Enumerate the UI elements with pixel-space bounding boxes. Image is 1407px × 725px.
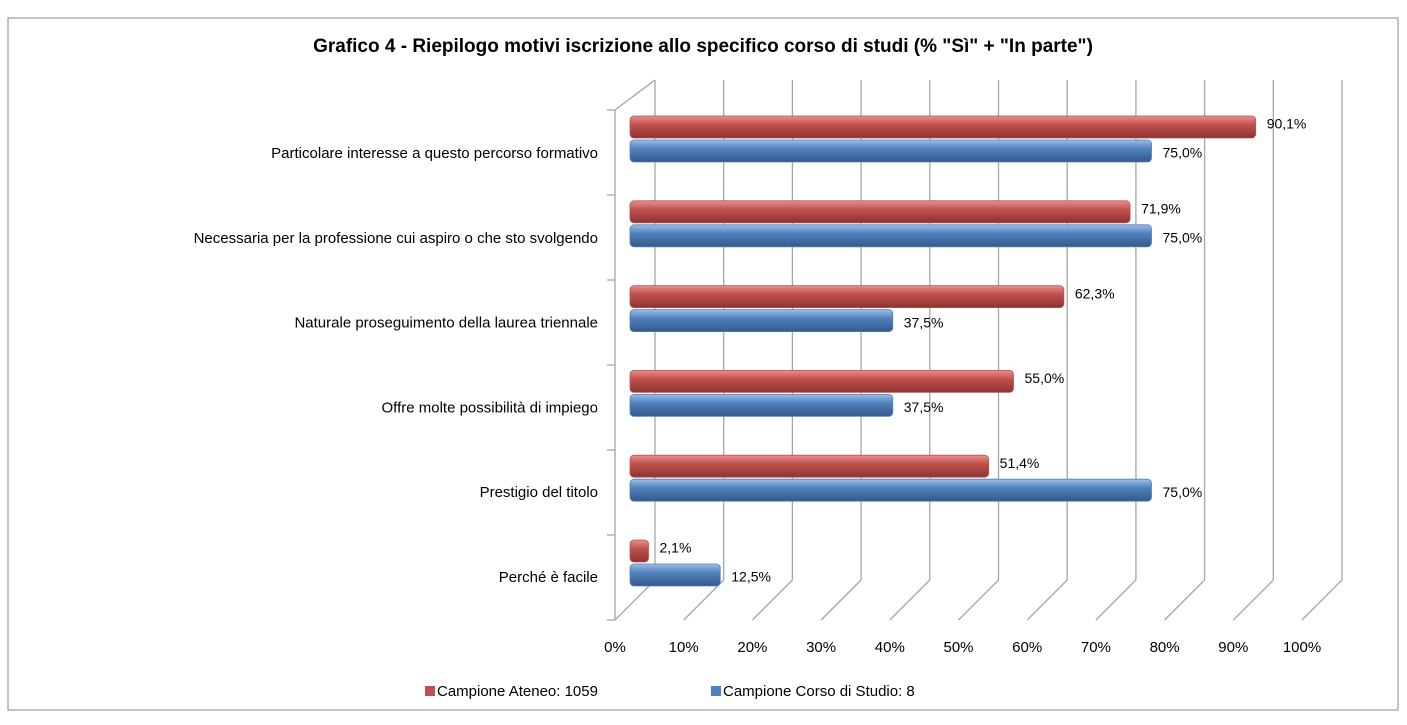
x-tick-label: 0% <box>604 639 626 656</box>
grid-line <box>1164 80 1206 621</box>
y-tick-label: Particolare interesse a questo percorso … <box>271 145 598 162</box>
grid-line <box>1232 80 1274 621</box>
x-tick-label: 40% <box>875 639 905 656</box>
bar <box>629 393 894 417</box>
bar <box>629 200 1131 224</box>
data-label: 75,0% <box>1163 484 1203 500</box>
y-tick-label: Naturale proseguimento della laurea trie… <box>294 315 598 332</box>
legend-swatch <box>711 686 721 696</box>
bar <box>629 139 1152 163</box>
y-tick-label: Offre molte possibilità di impiego <box>382 399 599 416</box>
data-label: 75,0% <box>1163 145 1203 161</box>
data-label: 37,5% <box>904 314 944 330</box>
legend-label: Campione Corso di Studio: 8 <box>723 683 915 700</box>
bar <box>629 539 649 563</box>
legend-swatch <box>425 686 435 696</box>
x-tick-label: 100% <box>1283 639 1321 656</box>
x-tick-label: 50% <box>943 639 973 656</box>
data-label: 90,1% <box>1267 116 1307 132</box>
data-label: 51,4% <box>1000 455 1040 471</box>
bar <box>629 285 1065 309</box>
bar <box>629 454 990 478</box>
data-label: 2,1% <box>659 540 691 556</box>
data-label: 71,9% <box>1141 201 1181 217</box>
x-tick-label: 70% <box>1081 639 1111 656</box>
data-label: 62,3% <box>1075 285 1115 301</box>
chart-title: Grafico 4 - Riepilogo motivi iscrizione … <box>313 36 1093 57</box>
x-tick-label: 30% <box>806 639 836 656</box>
x-tick-label: 60% <box>1012 639 1042 656</box>
bar <box>629 115 1257 139</box>
y-tick-label: Necessaria per la professione cui aspiro… <box>194 230 598 247</box>
bar <box>629 309 894 333</box>
axis-line <box>614 79 656 111</box>
data-label: 55,0% <box>1025 370 1065 386</box>
data-label: 37,5% <box>904 399 944 415</box>
bar <box>629 563 721 587</box>
bar <box>629 369 1014 393</box>
legend-label: Campione Ateneo: 1059 <box>437 683 598 700</box>
bar <box>629 224 1152 248</box>
y-tick-label: Perché è facile <box>499 569 598 586</box>
x-tick-label: 10% <box>669 639 699 656</box>
x-tick-label: 20% <box>737 639 767 656</box>
y-tick-label: Prestigio del titolo <box>480 484 598 501</box>
x-tick-label: 80% <box>1150 639 1180 656</box>
data-label: 75,0% <box>1163 230 1203 246</box>
x-tick-label: 90% <box>1218 639 1248 656</box>
grid-line <box>1301 80 1343 621</box>
bar <box>629 478 1152 502</box>
data-label: 12,5% <box>731 569 771 585</box>
